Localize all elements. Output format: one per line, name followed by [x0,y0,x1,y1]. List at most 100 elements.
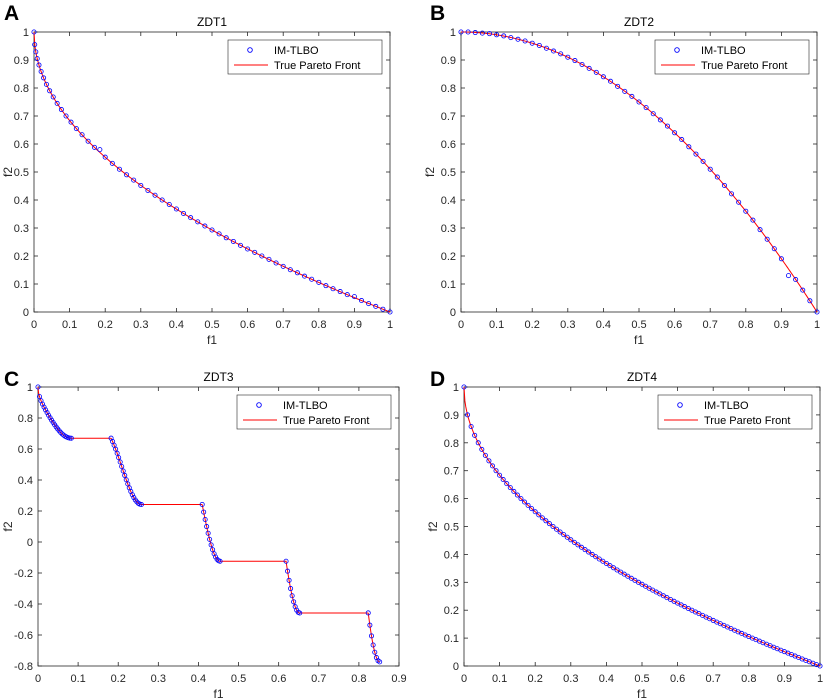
im-tlbo-point [657,117,663,123]
im-tlbo-point [116,455,122,461]
im-tlbo-point [586,65,592,71]
im-tlbo-point [700,158,706,164]
im-tlbo-point [486,458,492,464]
im-tlbo-point [621,571,627,577]
im-tlbo-point [289,593,295,599]
x-tick-label: 0.5 [631,319,646,331]
im-tlbo-point [291,599,297,605]
im-tlbo-point [283,558,289,564]
x-tick-label: 0.1 [492,673,507,685]
y-tick-label: 0.9 [441,55,456,67]
im-tlbo-point [568,537,574,543]
im-tlbo-point [54,100,60,106]
im-tlbo-point [31,29,37,35]
im-tlbo-point [764,236,770,242]
legend: IM-TLBO True Pareto Front [654,39,810,75]
panel-c: C ZDT3 0 0.1 0.2 0.3 0.4 0.5 0.6 0.7 0.8 0.9 -0.8 -0.… [1,368,407,698]
y-tick-label: 0.8 [444,438,459,450]
im-tlbo-point [288,586,294,592]
im-tlbo-point [615,83,621,89]
im-tlbo-point [636,99,642,105]
im-tlbo-point [586,549,592,555]
plot-area [463,386,821,667]
y-tick-label: 0.8 [441,83,456,95]
im-tlbo-point [571,539,577,545]
x-tick-label: 0.8 [738,319,753,331]
y-tick-label: 0.6 [14,139,29,151]
im-tlbo-point [33,49,39,55]
im-tlbo-point [561,532,567,538]
im-tlbo-point [373,303,379,309]
im-tlbo-point [522,499,528,505]
x-tick-label: 0.9 [391,673,406,685]
legend-label-true-pareto-front: True Pareto Front [283,415,369,427]
im-tlbo-point [515,36,521,42]
im-tlbo-point [650,111,656,117]
im-tlbo-point [500,477,506,483]
x-axis-label: f1 [634,333,644,347]
x-tick-label: 0.7 [276,319,291,331]
im-tlbo-point [543,45,549,51]
im-tlbo-point [79,132,85,138]
im-tlbo-point [600,558,606,564]
im-tlbo-point [285,568,291,574]
im-tlbo-point [113,446,119,452]
chart-title: ZDT4 [627,370,657,384]
im-tlbo-point [201,509,207,515]
im-tlbo-point [750,217,756,223]
im-tlbo-point [465,412,471,418]
x-tick-label: 0 [31,319,37,331]
im-tlbo-point [493,468,499,474]
im-tlbo-point [494,32,500,38]
y-tick-label: 0 [23,307,29,319]
legend-box [654,39,810,75]
y-tick-label: 0.2 [444,605,459,617]
im-tlbo-point [252,249,258,255]
im-tlbo-point [497,472,503,478]
im-tlbo-point [38,68,44,74]
im-tlbo-point [372,649,378,655]
im-tlbo-point [73,126,79,132]
im-tlbo-point [330,286,336,292]
im-tlbo-point [195,219,201,225]
im-tlbo-point [543,518,549,524]
im-tlbo-point [58,107,64,113]
im-tlbo-point [603,560,609,566]
x-tick-label: 0.7 [706,673,721,685]
y-tick-label: 1 [453,382,459,394]
im-tlbo-point [35,384,41,390]
y-tick-label: 0.2 [441,251,456,263]
im-tlbo-point [43,81,49,87]
im-tlbo-point [536,42,542,48]
chart-title: ZDT2 [624,15,654,29]
legend-label-true-pareto-front: True Pareto Front [701,60,787,72]
im-tlbo-point [529,40,535,46]
y-axis-label: f2 [423,167,437,177]
im-tlbo-point [377,659,383,665]
im-tlbo-point [800,287,806,293]
im-tlbo-point [120,468,126,474]
im-tlbo-point [618,569,624,575]
y-tick-label: 1 [27,382,33,394]
im-tlbo-point [40,401,46,407]
y-tick-label: 0.3 [444,577,459,589]
y-tick-label: 0.8 [14,83,29,95]
y-tick-label: 0.8 [18,413,33,425]
im-tlbo-point [771,246,777,252]
x-tick-label: 0.2 [111,673,126,685]
y-tick-label: -0.6 [14,630,33,642]
im-tlbo-point [721,182,727,188]
chart-title: ZDT1 [197,15,227,29]
im-tlbo-point [472,30,478,36]
im-tlbo-point [589,551,595,557]
x-tick-label: 0.1 [489,319,504,331]
im-tlbo-point [85,138,91,144]
im-tlbo-point [286,577,292,583]
legend-box [236,394,392,430]
legend-marker-icon [677,402,683,408]
im-tlbo-point [539,515,545,521]
legend-marker-icon [674,47,680,53]
x-tick-label: 0.6 [667,319,682,331]
im-tlbo-point [351,294,357,300]
im-tlbo-point [92,144,98,150]
